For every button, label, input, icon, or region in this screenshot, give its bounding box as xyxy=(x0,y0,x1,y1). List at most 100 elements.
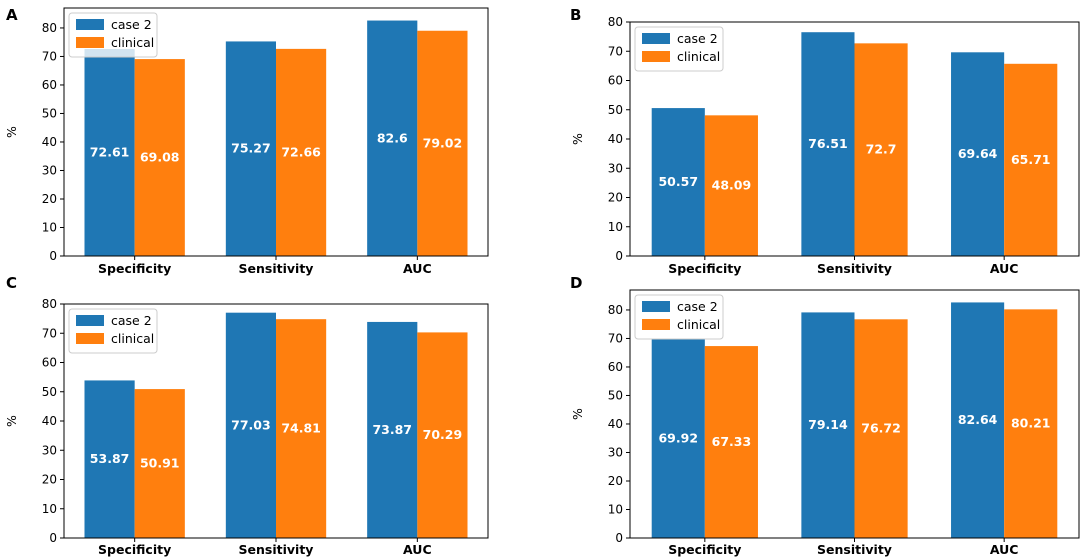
y-axis-label: % xyxy=(570,133,585,145)
y-tick-label: 0 xyxy=(615,249,623,263)
legend-swatch xyxy=(76,333,104,344)
x-tick-label: Sensitivity xyxy=(239,261,314,276)
y-tick-label: 70 xyxy=(608,44,623,58)
data-label: 76.51 xyxy=(808,136,848,151)
data-label: 74.81 xyxy=(281,421,321,436)
y-tick-label: 10 xyxy=(42,502,57,516)
bar-case-2-auc xyxy=(951,302,1005,538)
panel-letter: B xyxy=(570,6,581,24)
y-tick-label: 30 xyxy=(608,161,623,175)
chart-panel-d: D 69.92 67.33 Specificity 79.14 76.72 Sensitiv… xyxy=(570,274,1080,557)
legend-label: case 2 xyxy=(111,17,152,32)
y-tick-label: 10 xyxy=(608,220,623,234)
data-label: 69.92 xyxy=(658,430,698,445)
bar-clinical-sensitivity xyxy=(854,319,908,538)
bar-clinical-auc xyxy=(417,30,468,256)
data-label: 72.61 xyxy=(90,145,130,160)
data-label: 70.29 xyxy=(423,427,463,442)
legend-label: clinical xyxy=(111,35,154,50)
legend-swatch xyxy=(642,319,670,330)
y-tick-label: 0 xyxy=(615,531,623,545)
data-label: 65.71 xyxy=(1011,152,1051,167)
y-tick-label: 70 xyxy=(608,331,623,345)
y-tick-label: 70 xyxy=(42,326,57,340)
y-tick-label: 20 xyxy=(42,192,57,206)
plot-frame xyxy=(629,21,1080,257)
x-tick-label: Sensitivity xyxy=(239,542,314,557)
y-tick-label: 10 xyxy=(608,502,623,516)
y-tick-label: 30 xyxy=(42,163,57,177)
bar-clinical-auc xyxy=(1004,63,1058,256)
y-tick-label: 50 xyxy=(608,388,623,402)
legend-label: clinical xyxy=(677,49,720,64)
bar-case-2-specificity xyxy=(651,338,705,538)
bar-case-2-sensitivity xyxy=(801,32,855,256)
bar-clinical-sensitivity xyxy=(854,43,908,256)
legend-label: clinical xyxy=(677,317,720,332)
x-tick-label: Sensitivity xyxy=(817,261,892,276)
y-tick-label: 0 xyxy=(49,249,57,263)
legend-swatch xyxy=(76,315,104,326)
data-label: 77.03 xyxy=(231,417,271,432)
data-label: 53.87 xyxy=(90,451,130,466)
bar-clinical-specificity xyxy=(704,115,758,256)
legend-swatch xyxy=(642,33,670,44)
data-label: 82.6 xyxy=(377,130,408,145)
x-tick-label: AUC xyxy=(990,542,1019,557)
data-label: 50.57 xyxy=(658,174,698,189)
data-label: 79.14 xyxy=(808,417,848,432)
y-tick-label: 40 xyxy=(42,135,57,149)
y-tick-label: 50 xyxy=(42,385,57,399)
data-label: 79.02 xyxy=(423,135,463,150)
bar-clinical-sensitivity xyxy=(276,48,327,256)
y-tick-label: 60 xyxy=(608,360,623,374)
x-tick-label: Specificity xyxy=(668,261,741,276)
x-tick-label: Specificity xyxy=(98,261,171,276)
chart-panel-a: A 72.61 69.08 Specificity 75.27 72.66 Sensitiv… xyxy=(4,6,489,276)
bar-case-2-auc xyxy=(951,52,1005,256)
y-tick-label: 20 xyxy=(42,473,57,487)
legend-label: case 2 xyxy=(677,299,718,314)
y-axis-label: % xyxy=(4,415,19,427)
legend-label: case 2 xyxy=(111,313,152,328)
y-tick-label: 60 xyxy=(42,78,57,92)
data-label: 72.66 xyxy=(281,144,321,159)
chart-panel-b: B 50.57 48.09 Specificity 76.51 72.7 Sensitivi… xyxy=(570,6,1080,276)
y-tick-label: 50 xyxy=(42,106,57,120)
bar-case-2-sensitivity xyxy=(225,312,276,538)
bar-clinical-auc xyxy=(417,332,468,538)
y-tick-label: 0 xyxy=(49,531,57,545)
legend-swatch xyxy=(76,37,104,48)
bar-clinical-sensitivity xyxy=(276,319,327,538)
bar-clinical-auc xyxy=(1004,309,1058,538)
y-tick-label: 20 xyxy=(608,474,623,488)
y-tick-label: 10 xyxy=(42,220,57,234)
x-tick-label: Specificity xyxy=(668,542,741,557)
y-axis-label: % xyxy=(570,408,585,420)
panel-letter: C xyxy=(6,274,17,292)
data-label: 69.08 xyxy=(140,150,180,165)
data-label: 73.87 xyxy=(372,422,412,437)
data-label: 50.91 xyxy=(140,456,180,471)
plot-frame xyxy=(63,7,489,257)
y-tick-label: 60 xyxy=(608,74,623,88)
bar-clinical-specificity xyxy=(704,346,758,538)
x-tick-label: AUC xyxy=(990,261,1019,276)
y-tick-label: 30 xyxy=(42,443,57,457)
legend-label: clinical xyxy=(111,331,154,346)
plot-frame xyxy=(629,289,1080,539)
y-tick-label: 80 xyxy=(42,21,57,35)
bar-case-2-sensitivity xyxy=(225,41,276,256)
y-tick-label: 60 xyxy=(42,356,57,370)
legend-swatch xyxy=(642,301,670,312)
bar-clinical-specificity xyxy=(134,59,185,256)
bar-case-2-specificity xyxy=(651,108,705,256)
y-tick-label: 40 xyxy=(608,132,623,146)
bar-case-2-auc xyxy=(367,20,418,257)
chart-panel-c: C 53.87 50.91 Specificity 77.03 74.81 Sensitiv… xyxy=(4,274,489,557)
y-tick-label: 40 xyxy=(42,414,57,428)
y-tick-label: 80 xyxy=(608,303,623,317)
data-label: 67.33 xyxy=(712,434,752,449)
y-tick-label: 80 xyxy=(42,297,57,311)
